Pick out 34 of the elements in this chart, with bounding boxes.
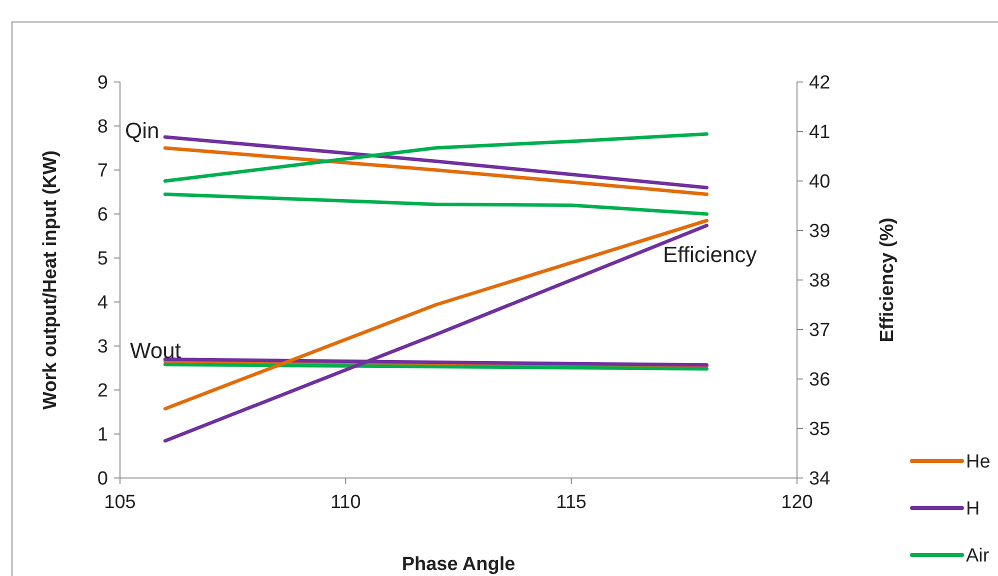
y-axis-title: Work output/Heat input (KW) <box>40 150 61 410</box>
y-tick-label: 3 <box>97 336 108 358</box>
y-tick-label: 6 <box>97 204 108 226</box>
line-series <box>163 132 708 183</box>
x-tick-label: 110 <box>330 492 361 513</box>
y2-axis-title: Efficiency (%) <box>877 218 898 342</box>
y-tick-label: 2 <box>97 380 108 402</box>
y-tick-label: 1 <box>97 424 108 446</box>
y-tick-label: 7 <box>97 160 108 182</box>
y2-tick-label: 37 <box>809 320 830 342</box>
y-tick-label: 5 <box>97 248 108 270</box>
legend-label: H <box>966 498 980 520</box>
y2-tick-label: 39 <box>809 221 830 242</box>
y2-tick-label: 35 <box>809 419 830 440</box>
y-tick-label: 0 <box>97 468 108 490</box>
y-tick-label: 9 <box>97 72 108 94</box>
y2-tick-label: 34 <box>809 468 831 490</box>
y2-tick-label: 40 <box>809 172 830 193</box>
y2-tick-label: 41 <box>809 122 830 144</box>
x-tick-label: 120 <box>781 492 813 513</box>
y2-tick-label: 36 <box>809 370 830 391</box>
x-tick-label: 105 <box>104 492 136 513</box>
line-series <box>163 192 708 216</box>
legend-label: He <box>966 452 990 473</box>
x-axis-title: Phase Angle <box>402 554 516 575</box>
annotation: Wout <box>130 338 181 363</box>
y-tick-label: 8 <box>97 116 108 138</box>
annotation: Efficiency <box>663 242 757 267</box>
annotation: Qin <box>125 118 160 143</box>
y2-tick-label: 42 <box>809 72 830 94</box>
legend-label: Air <box>966 546 990 567</box>
y-tick-label: 4 <box>97 292 108 314</box>
x-tick-label: 115 <box>556 492 586 513</box>
y2-tick-label: 38 <box>809 270 830 292</box>
